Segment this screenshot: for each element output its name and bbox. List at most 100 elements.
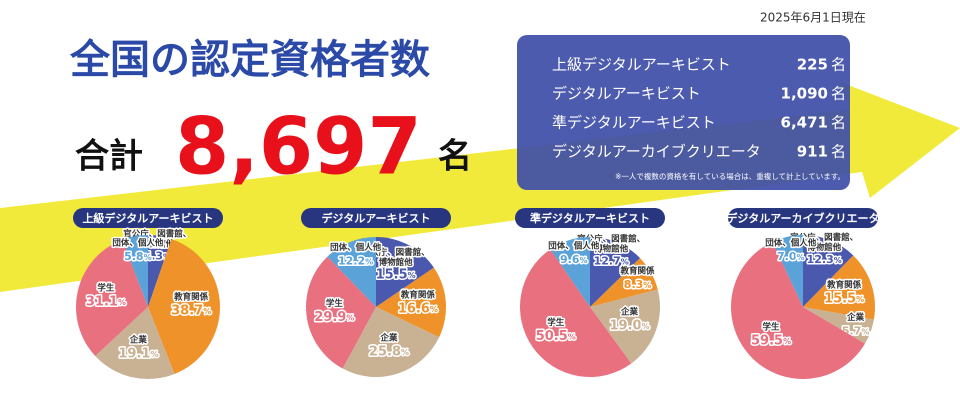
slice-category: 教育関係: [620, 266, 656, 277]
slice-value-unit: %: [642, 322, 650, 331]
row-count: 1,090: [781, 85, 828, 103]
slice-value-label: 15.5%: [376, 267, 416, 282]
slice-value-label: 9.6%: [560, 253, 588, 266]
pie-slice: [520, 249, 632, 377]
pie-slice: [803, 235, 854, 307]
slice-value-label: 31.1%: [86, 295, 126, 310]
pie-slice: [590, 289, 661, 364]
pie-slice: [803, 307, 874, 344]
slice-category-line: 博物館他: [379, 256, 414, 267]
summary-box: [517, 35, 850, 190]
slice-category: 官公庁、図書館、博物館他: [362, 246, 430, 267]
pie-slice: [148, 238, 220, 374]
slice-category: 官公庁、図書館、博物館他: [577, 233, 645, 254]
slice-value-label: 15.5%: [824, 291, 864, 306]
slice-value-unit: %: [796, 253, 804, 262]
pie-slice: [590, 237, 641, 307]
row-unit: 名: [831, 85, 846, 103]
slice-value-label: 50.5%: [536, 329, 576, 344]
pie-slice: [731, 241, 865, 379]
pie-slice: [75, 239, 148, 356]
slice-value-label: 25.8%: [369, 344, 409, 359]
slice-category: 団体、個人他: [548, 240, 600, 251]
slice-value-unit: %: [408, 270, 416, 279]
slice-value-label: 29.9%: [314, 310, 354, 325]
slice-category: 企業: [620, 307, 639, 318]
slice-category: 学生: [547, 317, 565, 328]
slice-category-line: 博物館他: [594, 243, 629, 254]
slice-value-unit: %: [834, 255, 842, 264]
slice-value-label: 5.8%: [124, 250, 152, 263]
slice-value-unit: %: [861, 327, 869, 336]
slice-category: 学生: [326, 298, 344, 309]
slice-category: 団体、個人他: [112, 237, 164, 248]
slice-category: 企業: [129, 335, 148, 346]
slice-value-label: 19.0%: [609, 319, 649, 334]
row-name: デジタルアーカイブクリエータ: [552, 143, 761, 161]
slice-category: 教育関係: [173, 292, 209, 303]
slice-value-label: 38.7%: [171, 304, 211, 319]
slice-category: 教育関係: [826, 279, 862, 290]
slice-value-unit: %: [783, 337, 791, 346]
row-name: 準デジタルアーキビスト: [552, 114, 716, 132]
slice-category: 官公庁、図書館、博物館他: [123, 228, 191, 249]
slice-value-unit: %: [346, 313, 354, 322]
slice-category: 教育関係: [400, 289, 436, 300]
slice-value-unit: %: [203, 307, 211, 316]
row-unit: 名: [831, 56, 846, 74]
pie-slice: [803, 255, 876, 320]
slice-value-unit: %: [118, 298, 126, 307]
slice-category: 企業: [846, 312, 865, 323]
pie-slice: [95, 307, 175, 379]
slice-value-unit: %: [144, 252, 152, 261]
title: 全国の認定資格者数: [69, 37, 430, 83]
row-name: デジタルアーキビスト: [552, 85, 701, 103]
pie-slice: [376, 237, 434, 307]
total-label: 合計: [75, 137, 143, 177]
slice-category-line: 博物館他: [140, 238, 175, 249]
slice-category: 団体、個人他: [330, 242, 382, 253]
pie-title-bg: [728, 208, 878, 228]
slice-value-unit: %: [568, 332, 576, 341]
pie-slice: [148, 235, 172, 307]
row-name: 上級デジタルアーキビスト: [552, 56, 731, 74]
slice-value-label: 19.1%: [118, 347, 158, 362]
row-count: 911: [797, 143, 828, 161]
pie-title: デジタルアーキビスト: [321, 211, 430, 225]
pies: 上級デジタルアーキビスト官公庁、図書館、博物館他5.3%教育関係38.7%企業1…: [73, 208, 880, 379]
slice-value-unit: %: [580, 255, 588, 264]
slice-value-label: 12.7%: [594, 255, 629, 268]
date: 2025年6月1日現在: [760, 11, 866, 25]
slice-category: 企業: [379, 332, 398, 343]
pie-title-bg: [73, 208, 223, 228]
pie-slice: [376, 267, 447, 338]
pie-slice: [122, 235, 148, 307]
note: ※一人で複数の資格を有している場合は、重複して計上しています。: [615, 171, 845, 181]
slice-value-unit: %: [856, 294, 864, 303]
row-count: 225: [797, 56, 828, 74]
row-count: 6,471: [781, 114, 828, 132]
pie-slice: [306, 256, 376, 369]
slice-value-unit: %: [365, 257, 373, 266]
pie-title: デジタルアーカイブクリエータ: [726, 211, 879, 225]
pie-title: 上級デジタルアーキビスト: [82, 211, 213, 225]
row-unit: 名: [831, 114, 846, 132]
pie-title-bg: [515, 208, 665, 228]
total-unit: 名: [438, 137, 472, 177]
slice-category-line: 博物館他: [807, 241, 842, 252]
slice-value-label: 16.6%: [398, 301, 438, 316]
slice-value-label: 12.3%: [807, 253, 842, 266]
slice-category-line: 官公庁、図書館、: [577, 233, 645, 244]
pie-slice: [772, 235, 803, 307]
pie-slice: [342, 307, 440, 377]
slice-category: 学生: [97, 283, 115, 294]
slice-value-label: 7.0%: [777, 250, 805, 263]
pie-slice: [550, 237, 590, 307]
slice-category-line: 官公庁、図書館、: [790, 231, 858, 242]
pie-title-bg: [301, 208, 451, 228]
pie-slice: [327, 237, 376, 307]
slice-category: 学生: [763, 322, 781, 333]
slice-value-label: 59.5%: [751, 334, 791, 349]
